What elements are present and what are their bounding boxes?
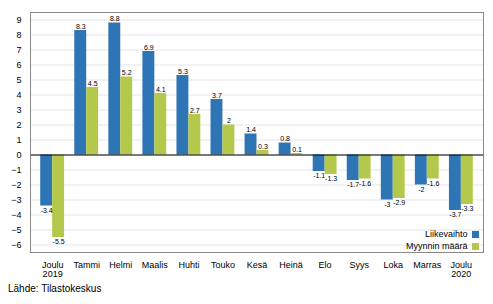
svg-text:Tammi: Tammi — [73, 260, 100, 270]
svg-text:-1.1: -1.1 — [313, 172, 325, 179]
svg-text:Myynnin määrä: Myynnin määrä — [406, 241, 468, 251]
svg-text:−2: −2 — [11, 180, 21, 190]
svg-text:−4: −4 — [11, 210, 21, 220]
svg-text:−1: −1 — [11, 165, 21, 175]
svg-text:Syys: Syys — [349, 260, 369, 270]
svg-text:5.3: 5.3 — [178, 68, 188, 75]
svg-text:-2.9: -2.9 — [393, 199, 405, 206]
svg-text:1: 1 — [16, 135, 21, 145]
svg-text:6: 6 — [16, 60, 21, 70]
svg-text:-3: -3 — [384, 201, 390, 208]
svg-text:0: 0 — [16, 150, 21, 160]
svg-text:0.1: 0.1 — [292, 146, 302, 153]
svg-text:-3.7: -3.7 — [449, 211, 461, 218]
svg-text:Maalis: Maalis — [142, 260, 169, 270]
svg-text:Liikevaihto: Liikevaihto — [425, 229, 468, 239]
svg-text:−5: −5 — [11, 225, 21, 235]
svg-text:−3: −3 — [11, 195, 21, 205]
html-text:Lähde: Tilastokeskus: Lähde: Tilastokeskus — [8, 283, 102, 294]
svg-text:2.7: 2.7 — [190, 107, 200, 114]
svg-text:Helmi: Helmi — [109, 260, 132, 270]
svg-text:Loka: Loka — [383, 260, 403, 270]
svg-text:8: 8 — [16, 30, 21, 40]
svg-text:-1.3: -1.3 — [325, 175, 337, 182]
svg-text:-2: -2 — [418, 186, 424, 193]
svg-text:4.5: 4.5 — [88, 80, 98, 87]
svg-text:Joulu2019: Joulu2019 — [42, 260, 64, 279]
svg-text:3: 3 — [16, 105, 21, 115]
svg-text:4.1: 4.1 — [156, 86, 166, 93]
svg-text:Elo: Elo — [319, 260, 332, 270]
svg-text:7: 7 — [16, 45, 21, 55]
svg-text:3.7: 3.7 — [212, 92, 222, 99]
svg-text:Joulu2020: Joulu2020 — [451, 260, 473, 279]
svg-text:0.8: 0.8 — [280, 135, 290, 142]
svg-text:8.8: 8.8 — [110, 15, 120, 22]
svg-text:-3.3: -3.3 — [461, 205, 473, 212]
svg-text:-1.6: -1.6 — [359, 180, 371, 187]
svg-text:Touko: Touko — [211, 260, 235, 270]
svg-text:0.3: 0.3 — [258, 143, 268, 150]
svg-text:6.9: 6.9 — [144, 44, 154, 51]
svg-text:-3.4: -3.4 — [41, 207, 53, 214]
svg-text:1.4: 1.4 — [246, 126, 256, 133]
svg-text:9: 9 — [16, 15, 21, 25]
svg-text:Heinä: Heinä — [279, 260, 303, 270]
svg-text:Kesä: Kesä — [247, 260, 268, 270]
svg-text:4: 4 — [16, 90, 21, 100]
svg-text:2: 2 — [227, 117, 231, 124]
svg-text:8.3: 8.3 — [76, 23, 86, 30]
svg-text:5.2: 5.2 — [122, 69, 132, 76]
svg-text:−6: −6 — [11, 240, 21, 250]
svg-text:-5.5: -5.5 — [53, 238, 65, 245]
svg-text:-1.6: -1.6 — [427, 180, 439, 187]
svg-text:5: 5 — [16, 75, 21, 85]
svg-text:-1.7: -1.7 — [347, 181, 359, 188]
svg-text:Marras: Marras — [413, 260, 442, 270]
svg-text:2: 2 — [16, 120, 21, 130]
svg-text:Huhti: Huhti — [178, 260, 199, 270]
